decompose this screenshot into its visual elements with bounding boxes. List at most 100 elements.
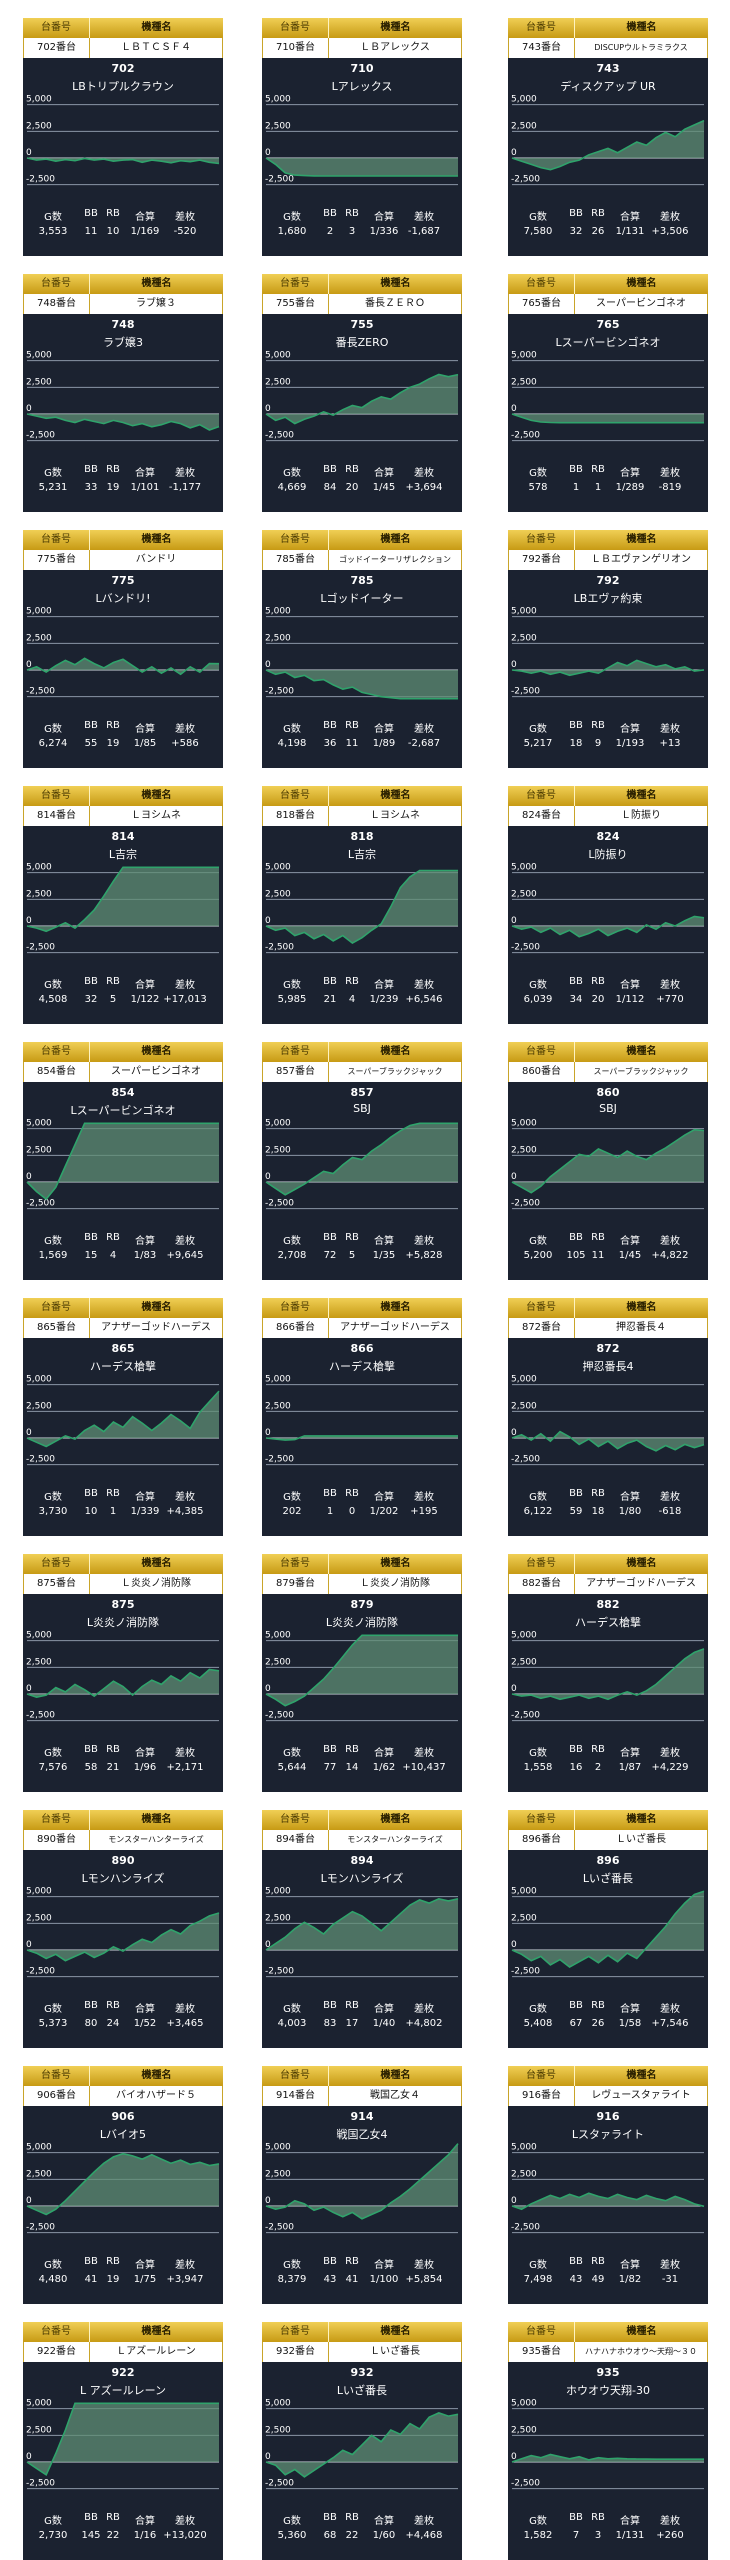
- machine-name[interactable]: ラブ嬢３: [136, 298, 176, 309]
- graph-panel[interactable]: 775 Lバンドリ! 5,000 2,500 0 -2,500 G数 BB RB 合算 差枚 6,27…: [23, 570, 223, 768]
- graph-panel[interactable]: 875 L炎炎ノ消防隊 5,000 2,500 0 -2,500 G数 BB RB 合算 差枚 7,5…: [23, 1594, 223, 1792]
- machine-card[interactable]: 台番号 機種名 755番台 番長ＺＥＲＯ 755 番長ZERO 5,000 2,500 0 -2,…: [262, 274, 462, 512]
- machine-name[interactable]: 番長ＺＥＲＯ: [365, 298, 425, 309]
- machine-card[interactable]: 台番号 機種名 922番台 Ｌアズールレーン 922 L アズールレーン 5,000 2,50…: [23, 2322, 223, 2560]
- machine-card[interactable]: 台番号 機種名 748番台 ラブ嬢３ 748 ラブ嬢3 5,000 2,500 0 -2,500 G…: [23, 274, 223, 512]
- slot-number[interactable]: 860番台: [509, 1062, 575, 1082]
- graph-panel[interactable]: 792 LBエヴァ約束 5,000 2,500 0 -2,500 G数 BB RB 合算 差枚 5,2…: [508, 570, 708, 768]
- machine-card[interactable]: 台番号 機種名 743番台 DISCUPウルトラミラクス 743 ディスクアップ UR 5,…: [508, 18, 708, 256]
- machine-name[interactable]: スーパービンゴネオ: [111, 1066, 201, 1077]
- machine-name[interactable]: ＬＢエヴァンゲリオン: [591, 554, 691, 565]
- machine-card[interactable]: 台番号 機種名 765番台 スーパービンゴネオ 765 Lスーパービンゴネオ 5,000 2,…: [508, 274, 708, 512]
- graph-panel[interactable]: 748 ラブ嬢3 5,000 2,500 0 -2,500 G数 BB RB 合算 差枚 5,231 3…: [23, 314, 223, 512]
- slot-number[interactable]: 748番台: [24, 294, 90, 314]
- graph-panel[interactable]: 710 Lアレックス 5,000 2,500 0 -2,500 G数 BB RB 合算 差枚 1,68…: [262, 58, 462, 256]
- slot-number[interactable]: 854番台: [24, 1062, 90, 1082]
- graph-panel[interactable]: 914 戦国乙女4 5,000 2,500 0 -2,500 G数 BB RB 合算 差枚 8,379…: [262, 2106, 462, 2304]
- machine-card[interactable]: 台番号 機種名 879番台 Ｌ炎炎ノ消防隊 879 L炎炎ノ消防隊 5,000 2,500 0 -…: [262, 1554, 462, 1792]
- slot-number[interactable]: 702番台: [24, 38, 90, 58]
- machine-card[interactable]: 台番号 機種名 914番台 戦国乙女４ 914 戦国乙女4 5,000 2,500 0 -2,50…: [262, 2066, 462, 2304]
- machine-name[interactable]: バンドリ: [135, 554, 177, 565]
- machine-card[interactable]: 台番号 機種名 866番台 アナザーゴッドハーデス 866 ハーデス槍撃 5,000 2,50…: [262, 1298, 462, 1536]
- graph-panel[interactable]: 879 L炎炎ノ消防隊 5,000 2,500 0 -2,500 G数 BB RB 合算 差枚 5,6…: [262, 1594, 462, 1792]
- slot-number[interactable]: 857番台: [263, 1062, 329, 1082]
- machine-card[interactable]: 台番号 機種名 916番台 レヴュースタァライト 916 Lスタァライト 5,000 2,50…: [508, 2066, 708, 2304]
- machine-card[interactable]: 台番号 機種名 857番台 スーパーブラックジャック 857 SBJ 5,000 2,500 0…: [262, 1042, 462, 1280]
- machine-card[interactable]: 台番号 機種名 818番台 Ｌヨシムネ 818 L吉宗 5,000 2,500 0 -2,500 G…: [262, 786, 462, 1024]
- slot-number[interactable]: 882番台: [509, 1574, 575, 1594]
- machine-name[interactable]: モンスターハンターライズ: [108, 1835, 204, 1844]
- machine-name[interactable]: スーパービンゴネオ: [596, 298, 686, 309]
- slot-number[interactable]: 755番台: [263, 294, 329, 314]
- machine-name[interactable]: Ｌ炎炎ノ消防隊: [360, 1578, 430, 1589]
- machine-name[interactable]: Ｌいざ番長: [616, 1834, 666, 1845]
- graph-panel[interactable]: 894 Lモンハンライズ 5,000 2,500 0 -2,500 G数 BB RB 合算 差枚 4,…: [262, 1850, 462, 2048]
- slot-number[interactable]: 894番台: [263, 1830, 329, 1850]
- graph-panel[interactable]: 890 Lモンハンライズ 5,000 2,500 0 -2,500 G数 BB RB 合算 差枚 5,…: [23, 1850, 223, 2048]
- slot-number[interactable]: 818番台: [263, 806, 329, 826]
- slot-number[interactable]: 824番台: [509, 806, 575, 826]
- graph-panel[interactable]: 866 ハーデス槍撃 5,000 2,500 0 -2,500 G数 BB RB 合算 差枚 202 1…: [262, 1338, 462, 1536]
- machine-name[interactable]: アナザーゴッドハーデス: [340, 1322, 450, 1333]
- slot-number[interactable]: 932番台: [263, 2342, 329, 2362]
- machine-name[interactable]: Ｌいざ番長: [370, 2346, 420, 2357]
- slot-number[interactable]: 743番台: [509, 38, 575, 58]
- graph-panel[interactable]: 935 ホウオウ天翔-30 5,000 2,500 0 -2,500 G数 BB RB 合算 差枚 1…: [508, 2362, 708, 2560]
- machine-name[interactable]: アナザーゴッドハーデス: [101, 1322, 211, 1333]
- slot-number[interactable]: 922番台: [24, 2342, 90, 2362]
- slot-number[interactable]: 914番台: [263, 2086, 329, 2106]
- machine-card[interactable]: 台番号 機種名 710番台 ＬＢアレックス 710 Lアレックス 5,000 2,500 0 -2…: [262, 18, 462, 256]
- machine-card[interactable]: 台番号 機種名 906番台 バイオハザード５ 906 Lバイオ5 5,000 2,500 0 -2…: [23, 2066, 223, 2304]
- machine-name[interactable]: モンスターハンターライズ: [347, 1835, 443, 1844]
- slot-number[interactable]: 875番台: [24, 1574, 90, 1594]
- machine-card[interactable]: 台番号 機種名 814番台 Ｌヨシムネ 814 L吉宗 5,000 2,500 0 -2,500 G…: [23, 786, 223, 1024]
- machine-card[interactable]: 台番号 機種名 872番台 押忍番長４ 872 押忍番長4 5,000 2,500 0 -2,50…: [508, 1298, 708, 1536]
- machine-card[interactable]: 台番号 機種名 896番台 Ｌいざ番長 896 Lいざ番長 5,000 2,500 0 -2,50…: [508, 1810, 708, 2048]
- machine-card[interactable]: 台番号 機種名 875番台 Ｌ炎炎ノ消防隊 875 L炎炎ノ消防隊 5,000 2,500 0 -…: [23, 1554, 223, 1792]
- machine-name[interactable]: バイオハザード５: [116, 2090, 196, 2101]
- slot-number[interactable]: 866番台: [263, 1318, 329, 1338]
- machine-name[interactable]: スーパーブラックジャック: [593, 1067, 689, 1076]
- machine-name[interactable]: Ｌ炎炎ノ消防隊: [121, 1578, 191, 1589]
- machine-card[interactable]: 台番号 機種名 775番台 バンドリ 775 Lバンドリ! 5,000 2,500 0 -2,50…: [23, 530, 223, 768]
- slot-number[interactable]: 879番台: [263, 1574, 329, 1594]
- machine-name[interactable]: ゴッドイーターリザレクション: [339, 555, 451, 564]
- machine-name[interactable]: DISCUPウルトラミラクス: [594, 43, 688, 52]
- machine-card[interactable]: 台番号 機種名 865番台 アナザーゴッドハーデス 865 ハーデス槍撃 5,000 2,50…: [23, 1298, 223, 1536]
- machine-name[interactable]: ＬＢアレックス: [360, 42, 430, 53]
- machine-name[interactable]: Ｌ防振り: [621, 810, 661, 821]
- machine-name[interactable]: ＬＢＴＣＳＦ４: [121, 42, 191, 53]
- graph-panel[interactable]: 765 Lスーパービンゴネオ 5,000 2,500 0 -2,500 G数 BB RB 合算 差枚…: [508, 314, 708, 512]
- slot-number[interactable]: 935番台: [509, 2342, 575, 2362]
- slot-number[interactable]: 775番台: [24, 550, 90, 570]
- slot-number[interactable]: 765番台: [509, 294, 575, 314]
- slot-number[interactable]: 710番台: [263, 38, 329, 58]
- graph-panel[interactable]: 932 Lいざ番長 5,000 2,500 0 -2,500 G数 BB RB 合算 差枚 5,360…: [262, 2362, 462, 2560]
- slot-number[interactable]: 785番台: [263, 550, 329, 570]
- machine-name[interactable]: アナザーゴッドハーデス: [586, 1578, 696, 1589]
- machine-name[interactable]: Ｌヨシムネ: [370, 810, 420, 821]
- graph-panel[interactable]: 814 L吉宗 5,000 2,500 0 -2,500 G数 BB RB 合算 差枚 4,508 32…: [23, 826, 223, 1024]
- graph-panel[interactable]: 743 ディスクアップ UR 5,000 2,500 0 -2,500 G数 BB RB 合算 差枚…: [508, 58, 708, 256]
- machine-name[interactable]: レヴュースタァライト: [591, 2090, 691, 2101]
- machine-name[interactable]: スーパーブラックジャック: [347, 1067, 443, 1076]
- machine-name[interactable]: 戦国乙女４: [370, 2090, 420, 2101]
- machine-name[interactable]: Ｌヨシムネ: [131, 810, 181, 821]
- machine-card[interactable]: 台番号 機種名 854番台 スーパービンゴネオ 854 Lスーパービンゴネオ 5,000 2,…: [23, 1042, 223, 1280]
- graph-panel[interactable]: 860 SBJ 5,000 2,500 0 -2,500 G数 BB RB 合算 差枚 5,200 10…: [508, 1082, 708, 1280]
- machine-card[interactable]: 台番号 機種名 935番台 ハナハナホウオウ～天翔～３０ 935 ホウオウ天翔-30 5,0…: [508, 2322, 708, 2560]
- graph-panel[interactable]: 702 LBトリプルクラウン 5,000 2,500 0 -2,500 G数 BB RB 合算 差枚…: [23, 58, 223, 256]
- machine-card[interactable]: 台番号 機種名 702番台 ＬＢＴＣＳＦ４ 702 LBトリプルクラウン 5,000 2,50…: [23, 18, 223, 256]
- graph-panel[interactable]: 854 Lスーパービンゴネオ 5,000 2,500 0 -2,500 G数 BB RB 合算 差枚…: [23, 1082, 223, 1280]
- slot-number[interactable]: 906番台: [24, 2086, 90, 2106]
- machine-card[interactable]: 台番号 機種名 824番台 Ｌ防振り 824 L防振り 5,000 2,500 0 -2,500 G…: [508, 786, 708, 1024]
- machine-card[interactable]: 台番号 機種名 792番台 ＬＢエヴァンゲリオン 792 LBエヴァ約束 5,000 2,50…: [508, 530, 708, 768]
- graph-panel[interactable]: 755 番長ZERO 5,000 2,500 0 -2,500 G数 BB RB 合算 差枚 4,66…: [262, 314, 462, 512]
- machine-name[interactable]: 押忍番長４: [616, 1322, 666, 1333]
- graph-panel[interactable]: 785 Lゴッドイーター 5,000 2,500 0 -2,500 G数 BB RB 合算 差枚 4,…: [262, 570, 462, 768]
- slot-number[interactable]: 814番台: [24, 806, 90, 826]
- graph-panel[interactable]: 865 ハーデス槍撃 5,000 2,500 0 -2,500 G数 BB RB 合算 差枚 3,73…: [23, 1338, 223, 1536]
- graph-panel[interactable]: 872 押忍番長4 5,000 2,500 0 -2,500 G数 BB RB 合算 差枚 6,122…: [508, 1338, 708, 1536]
- graph-panel[interactable]: 818 L吉宗 5,000 2,500 0 -2,500 G数 BB RB 合算 差枚 5,985 21…: [262, 826, 462, 1024]
- slot-number[interactable]: 792番台: [509, 550, 575, 570]
